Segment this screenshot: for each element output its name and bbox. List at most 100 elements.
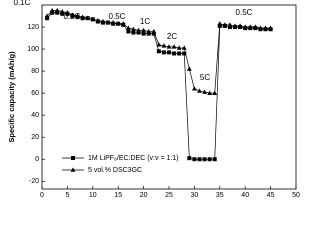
marker-square <box>172 51 177 56</box>
legend-label: 1M LiPF₆/EC:DEC (v:v = 1:1) <box>88 155 179 162</box>
y-tick-label: 60 <box>31 90 39 97</box>
y-tick-label: 120 <box>27 24 39 31</box>
marker-triangle <box>263 25 268 30</box>
annotation: 1C <box>140 17 150 26</box>
marker-triangle <box>197 88 202 93</box>
annotation: 0.5C <box>236 8 253 17</box>
marker-square <box>207 157 212 162</box>
marker-square <box>55 10 60 15</box>
marker-triangle <box>212 90 218 95</box>
annotation: 0.5C <box>109 12 126 21</box>
marker-square <box>45 16 50 21</box>
x-tick-label: 35 <box>216 192 224 199</box>
marker-square <box>126 29 131 34</box>
x-tick-label: 45 <box>267 192 275 199</box>
marker-triangle <box>258 25 263 30</box>
marker-triangle <box>136 27 141 33</box>
legend-label: 5 vol.% DSC3GC <box>88 167 142 174</box>
marker-triangle <box>105 20 111 25</box>
marker-triangle <box>192 86 197 91</box>
marker-triangle <box>232 23 238 28</box>
marker-triangle <box>156 42 162 47</box>
marker-triangle <box>227 22 233 27</box>
x-tick-label: 40 <box>241 192 249 199</box>
marker-triangle <box>202 89 207 94</box>
annotation: 5C <box>200 73 210 82</box>
marker-square <box>167 50 171 55</box>
marker-triangle <box>237 23 243 28</box>
marker-triangle <box>115 21 121 26</box>
marker-triangle <box>146 28 152 34</box>
marker-triangle <box>171 44 177 49</box>
marker-triangle <box>54 7 60 13</box>
marker-triangle <box>80 14 86 19</box>
marker-square <box>156 49 161 54</box>
y-tick-label: 100 <box>27 46 39 53</box>
marker-triangle <box>161 43 167 48</box>
marker-triangle <box>131 26 136 32</box>
marker-triangle <box>252 24 258 29</box>
x-tick-label: 10 <box>89 192 97 199</box>
x-tick-label: 5 <box>65 192 69 199</box>
marker-square <box>212 157 217 162</box>
marker-triangle <box>85 15 91 21</box>
marker-triangle <box>110 20 116 25</box>
annotation: 0.2C <box>64 12 81 21</box>
marker-square <box>202 157 207 162</box>
marker-square <box>131 30 136 35</box>
x-tick-label: 0 <box>40 192 44 199</box>
marker-triangle <box>247 24 253 29</box>
marker-square <box>151 31 156 36</box>
marker-square <box>192 157 197 162</box>
marker-triangle <box>65 10 70 15</box>
marker-triangle <box>120 21 126 26</box>
marker-square <box>177 51 182 56</box>
marker-triangle <box>125 25 131 30</box>
x-tick-label: 25 <box>165 192 173 199</box>
chart: Specific capacity (mAh/g) -2002040608010… <box>7 0 300 199</box>
marker-triangle <box>222 22 228 27</box>
x-tick-label: 20 <box>140 192 148 199</box>
marker-square <box>227 25 232 30</box>
y-tick-label: -20 <box>29 178 39 185</box>
annotation: 2C <box>167 32 177 41</box>
x-tick-label: 15 <box>114 192 122 199</box>
marker-triangle <box>166 44 172 49</box>
marker-triangle <box>44 13 50 18</box>
marker-triangle <box>59 9 65 14</box>
marker-square <box>187 156 192 161</box>
marker-triangle <box>75 13 80 18</box>
marker-triangle <box>217 21 223 26</box>
y-tick-label: 80 <box>31 68 39 75</box>
y-tick-label: 40 <box>31 112 39 119</box>
annotation: 0.1C <box>14 0 31 7</box>
marker-square <box>197 157 202 162</box>
series-line <box>46 12 271 160</box>
y-tick-label: 20 <box>31 134 39 141</box>
marker-square <box>60 11 65 16</box>
marker-square <box>146 31 151 36</box>
marker-triangle <box>49 7 55 13</box>
y-tick-label: 0 <box>35 156 39 163</box>
marker-triangle <box>176 45 182 50</box>
marker-square <box>71 156 75 160</box>
marker-triangle <box>70 12 75 17</box>
marker-triangle <box>95 17 101 23</box>
marker-triangle <box>100 18 106 24</box>
x-tick-label: 50 <box>292 192 300 199</box>
marker-triangle <box>207 90 213 95</box>
marker-triangle <box>268 25 273 30</box>
marker-square <box>161 50 166 55</box>
marker-triangle <box>90 16 96 22</box>
marker-square <box>136 30 141 35</box>
marker-triangle <box>151 28 157 34</box>
x-tick-label: 30 <box>191 192 199 199</box>
marker-square <box>50 10 55 15</box>
marker-triangle <box>141 27 146 33</box>
marker-triangle <box>181 45 187 50</box>
marker-square <box>141 31 146 36</box>
marker-triangle <box>186 66 192 71</box>
marker-square <box>182 51 187 56</box>
marker-triangle <box>70 167 76 172</box>
y-axis-label: Specific capacity (mAh/g) <box>7 51 16 143</box>
